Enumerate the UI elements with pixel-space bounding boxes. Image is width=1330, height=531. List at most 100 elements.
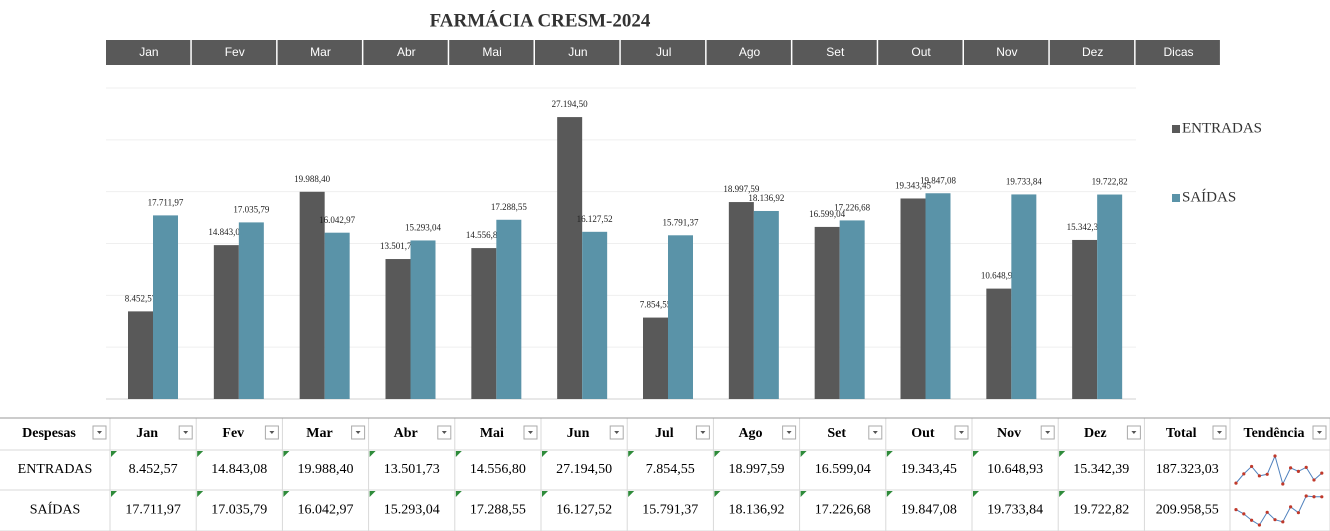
sparkline-point [1312,478,1316,482]
sparkline-point [1320,471,1324,475]
table-cell: 27.194,50 [556,462,612,477]
cell-flag [197,491,204,497]
column-header: Dez [1084,426,1107,441]
tab-button[interactable] [878,40,963,65]
column-header: Jun [567,426,590,441]
cell-flag [369,451,376,457]
tab-label[interactable]: Nov [996,45,1017,59]
bar [557,117,583,400]
tab-button[interactable] [620,40,706,65]
tab-label[interactable]: Jun [568,45,587,59]
tab-button[interactable] [363,40,448,65]
sparkline-point [1312,495,1316,499]
tab-button[interactable] [535,40,620,65]
filter-arrow [1131,431,1137,434]
data-label: 18.997,59 [723,184,760,194]
filter-arrow [959,431,964,434]
tab-button[interactable] [106,40,191,65]
cell-flag [714,451,721,457]
tab-button[interactable] [1135,40,1220,65]
sparkline-point [1273,518,1277,522]
data-label: 17.288,55 [491,202,528,212]
bar [128,311,153,399]
tab-button[interactable] [706,40,791,65]
data-label: 17.035,79 [233,204,270,214]
cell-flag [197,451,204,457]
column-header: Despesas [22,426,76,441]
sparkline-point [1281,482,1285,486]
data-label: 17.226,68 [834,202,871,212]
bar [1011,194,1037,399]
tab-label[interactable]: Ago [739,45,761,59]
bar [643,317,668,399]
tab-button[interactable] [449,40,534,65]
tab-label[interactable]: Mar [310,45,331,59]
filter-arrow [700,431,706,434]
data-label: 19.988,40 [294,174,331,184]
cell-flag [283,451,290,457]
filter-arrow [1317,431,1322,434]
table-cell: 209.958,55 [1156,503,1219,518]
sparkline-point [1250,464,1254,469]
table-cell: 19.343,45 [901,462,957,477]
data-label: 16.042,97 [319,215,356,225]
cell-flag [628,491,635,497]
tab-label[interactable]: Dez [1082,45,1103,59]
sparkline-point [1273,454,1277,458]
tab-label[interactable]: Set [826,45,845,59]
sparkline-point [1242,512,1246,516]
bar [385,259,411,399]
bar [986,288,1012,399]
tab-button[interactable] [191,40,277,65]
legend-swatch [1172,194,1180,202]
tab-button[interactable] [1049,40,1135,65]
bar [471,248,497,399]
tab-button[interactable] [277,40,362,65]
sparkline-point [1289,466,1293,470]
sparkline-point [1265,472,1269,476]
filter-arrow [528,431,533,434]
tab-label[interactable]: Dicas [1163,45,1193,59]
data-label: 15.342,39 [1067,222,1104,232]
data-label: 16.127,52 [577,214,613,224]
sparkline [1235,454,1323,486]
cell-flag [455,451,462,457]
table-cell: 8.452,57 [129,462,178,477]
cell-flag [800,451,807,457]
column-header: Jan [136,426,158,441]
tab-label[interactable]: Jul [656,45,671,59]
column-header: Ago [738,426,762,441]
sparkline-point [1289,505,1293,509]
bar [900,198,926,399]
tab-label[interactable]: Fev [225,45,245,59]
tab-label[interactable]: Jan [139,45,158,59]
tab-button[interactable] [792,40,877,65]
cell-flag [111,491,117,497]
table-cell: 10.648,93 [987,462,1043,477]
tab-button[interactable] [964,40,1049,65]
table-cell: 17.288,55 [470,503,526,518]
cell-flag [973,491,979,497]
table-cell: 14.556,80 [470,462,526,477]
tab-label[interactable]: Mai [482,45,501,59]
table-cell: 15.293,04 [384,503,440,518]
sparkline-point [1257,474,1261,478]
data-label: 14.843,08 [208,227,245,237]
cell-flag [542,491,548,497]
filter-arrow [872,431,878,434]
filter-arrow [614,431,620,434]
table-cell: 187.323,03 [1156,462,1219,477]
table-cell: 15.342,39 [1073,462,1129,477]
data-label: 10.648,93 [981,271,1018,281]
column-header: Out [911,426,935,441]
sparkline-point [1296,511,1300,515]
table-cell: 18.136,92 [729,503,785,518]
legend-label: ENTRADAS [1182,120,1262,136]
table-cell: ENTRADAS [18,462,93,477]
cell-flag [111,451,117,457]
column-header: Tendência [1244,426,1305,441]
filter-arrow [355,431,361,434]
tab-label[interactable]: Out [911,45,931,59]
table-cell: 17.711,97 [125,503,180,518]
tab-label[interactable]: Abr [397,45,416,59]
